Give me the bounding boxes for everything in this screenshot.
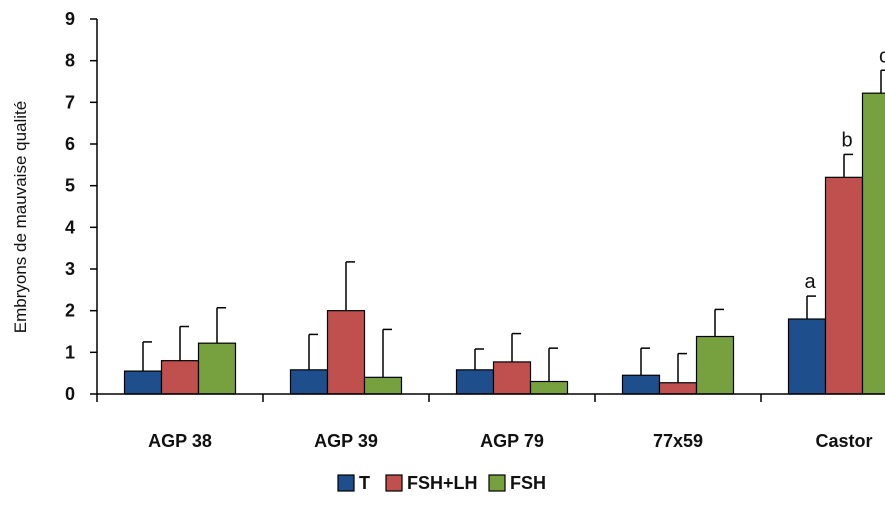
- bar-t-agp-79: [455, 369, 495, 395]
- y-tick-label-0: 0: [65, 384, 75, 404]
- bar-fsh-agp-79: [529, 380, 569, 395]
- y-tick-label-7: 7: [65, 92, 75, 112]
- bar-t-agp-38: [123, 370, 163, 395]
- legend-label-fsh: FSH: [510, 473, 546, 493]
- x-tick-label-77x59: 77x59: [653, 431, 703, 451]
- legend-swatch-t: [337, 474, 355, 492]
- bar-fsh-lh-castor: [824, 176, 864, 395]
- x-tick-label-agp-38: AGP 38: [148, 431, 212, 451]
- y-tick-label-6: 6: [65, 134, 75, 154]
- legend: T FSH+LH FSH: [337, 473, 546, 493]
- legend-swatch-fsh: [488, 474, 506, 492]
- y-axis-title: Embryons de mauvaise qualité: [11, 101, 30, 333]
- x-tick-label-agp-39: AGP 39: [314, 431, 378, 451]
- y-tick-label-1: 1: [65, 342, 75, 362]
- bar-t-77x59: [621, 374, 661, 395]
- legend-label-t: T: [359, 473, 370, 493]
- error-bars-layer: [142, 69, 885, 383]
- bar-fsh-agp-38: [197, 342, 237, 395]
- y-tick-label-9: 9: [65, 9, 75, 29]
- y-tick-label-8: 8: [65, 51, 75, 71]
- bar-fsh-lh-agp-39: [326, 310, 366, 395]
- annotation-c: c: [879, 45, 885, 67]
- bar-t-agp-39: [289, 369, 329, 395]
- bar-fsh-agp-39: [363, 376, 403, 395]
- bar-fsh-77x59: [695, 335, 735, 395]
- y-tick-label-4: 4: [65, 217, 75, 237]
- y-tick-label-5: 5: [65, 176, 75, 196]
- x-tick-label-agp-79: AGP 79: [480, 431, 544, 451]
- labels-layer: AGP 38 AGP 39 AGP 79 77x59 Castor 0 1 2 3 4 5 6 7 8 9 a…: [65, 9, 885, 451]
- axes-layer: [90, 18, 885, 402]
- bars-layer: [123, 92, 885, 395]
- bar-fsh-lh-agp-79: [492, 361, 532, 395]
- x-tick-label-castor: Castor: [815, 431, 872, 451]
- bar-fsh-castor: [861, 92, 885, 395]
- legend-swatch-fsh-lh: [385, 474, 403, 492]
- y-tick-label-3: 3: [65, 259, 75, 279]
- annotation-a: a: [804, 271, 816, 293]
- legend-label-fsh-lh: FSH+LH: [407, 473, 478, 493]
- bar-fsh-lh-77x59: [658, 382, 698, 395]
- annotation-b: b: [841, 129, 852, 151]
- y-tick-label-2: 2: [65, 301, 75, 321]
- bar-fsh-lh-agp-38: [160, 360, 200, 395]
- bar-t-castor: [787, 318, 827, 395]
